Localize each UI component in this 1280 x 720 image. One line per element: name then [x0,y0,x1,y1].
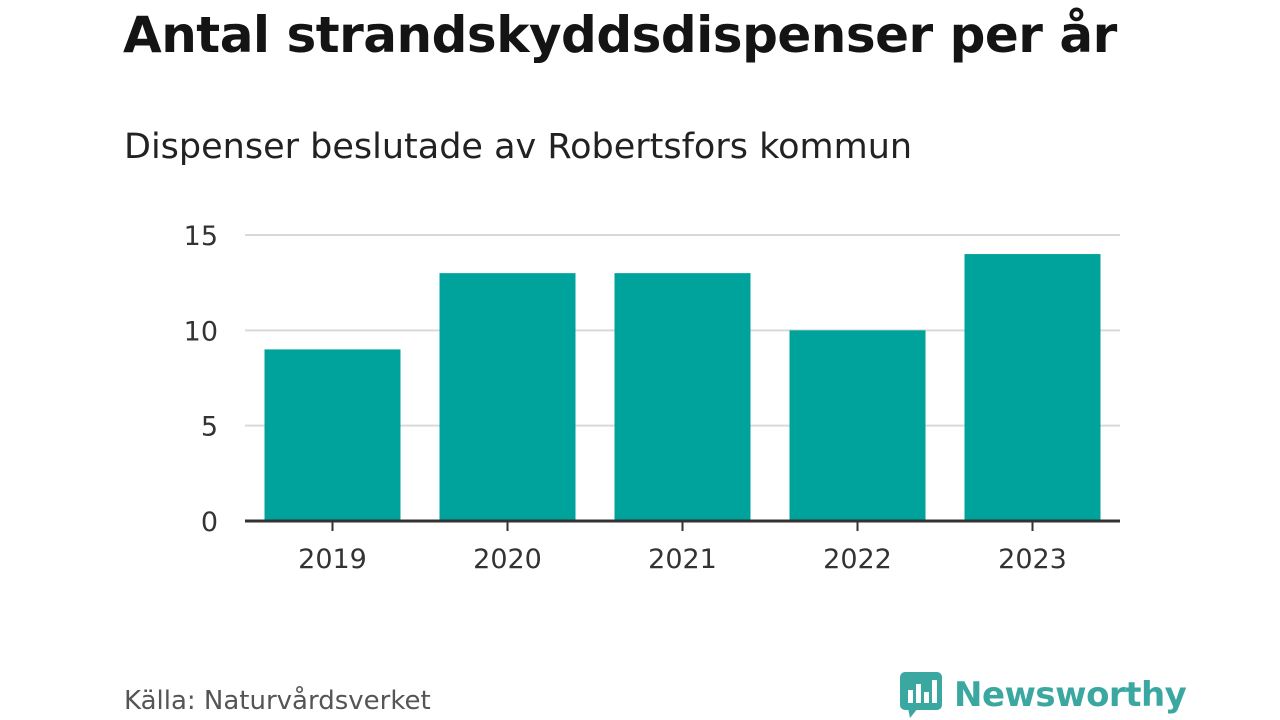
x-tick-label: 2023 [998,544,1067,575]
bar-2022 [789,330,926,521]
bars [264,254,1101,522]
x-tick-label: 2021 [648,544,717,575]
bar-2020 [439,273,576,521]
bar-2019 [264,349,401,521]
chart-subtitle: Dispenser beslutade av Robertsfors kommu… [124,127,913,167]
x-axis-tick-labels: 2019 2020 2021 2022 2023 [298,544,1067,575]
x-tick-label: 2022 [823,544,892,575]
chart-title: Antal strandskyddsdispenser per år [123,6,1117,64]
y-tick-label: 10 [184,316,218,347]
y-tick-label: 15 [184,221,218,252]
y-tick-label: 5 [201,412,218,443]
x-tick-label: 2019 [298,544,367,575]
brand-block: Newsworthy [900,670,1187,720]
brand-name: Newsworthy [954,675,1187,715]
y-axis-tick-labels: 0 5 10 15 [184,221,218,538]
x-axis [245,519,1120,531]
y-tick-label: 0 [201,507,218,538]
bar-2021 [614,273,751,521]
source-note: Källa: Naturvårdsverket [124,686,431,716]
x-tick-label: 2020 [473,544,542,575]
bar-2023 [964,254,1101,522]
newsworthy-logo-icon [900,672,942,718]
